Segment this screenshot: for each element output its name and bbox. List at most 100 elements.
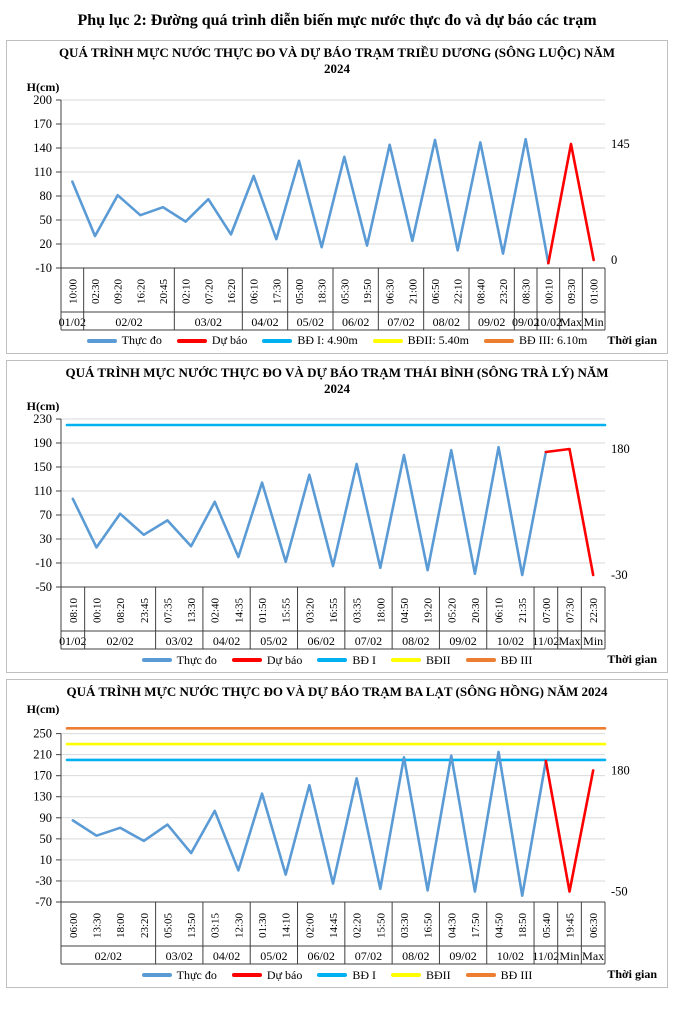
x-axis-time-label: 02:40 bbox=[210, 597, 222, 623]
y-axis-tick-label: 250 bbox=[33, 727, 52, 741]
chart-legend-ba-lat: Thực đo Dự báo BĐ I BĐII BĐ III Thời gian bbox=[7, 964, 667, 986]
x-axis-date-label: 03/02 bbox=[166, 949, 193, 963]
legend-item: BĐ I: 4.90m bbox=[262, 333, 358, 348]
legend-label: Thực đo bbox=[176, 652, 217, 667]
legend-item: BĐII: 5.40m bbox=[372, 333, 469, 348]
x-axis-time-label: 08:40 bbox=[475, 278, 487, 304]
y-axis-tick-label: 90 bbox=[40, 811, 53, 825]
chart-panel-thai-binh: QUÁ TRÌNH MỰC NƯỚC THỰC ĐO VÀ DỰ BÁO TRẠ… bbox=[6, 359, 668, 673]
y-axis-tick-label: 50 bbox=[40, 213, 53, 227]
time-axis-label: Thời gian bbox=[607, 652, 657, 666]
x-axis-time-label: 17:30 bbox=[271, 278, 283, 304]
x-axis-time-label: 15:55 bbox=[281, 597, 293, 623]
observed-series-line bbox=[71, 445, 548, 577]
x-axis-time-label: 16:55 bbox=[328, 597, 340, 623]
legend-label: Dự báo bbox=[266, 967, 303, 982]
x-axis-time-label: 21:00 bbox=[407, 278, 419, 304]
y-axis-title: H(cm) bbox=[27, 399, 60, 413]
x-axis-time-label: 05:40 bbox=[541, 913, 553, 939]
x-axis-time-label: 03:35 bbox=[352, 597, 364, 623]
time-axis-label: Thời gian bbox=[607, 332, 657, 347]
legend-line-swatch bbox=[317, 658, 348, 662]
x-axis-date-label: 09/02 bbox=[449, 634, 476, 648]
x-axis-date-label: 07/02 bbox=[355, 949, 382, 963]
x-axis-date-label: 04/02 bbox=[213, 634, 240, 648]
line-chart-svg: 230 190 150 110 70 30 -10 -50 H(cm) 08:10 01/02 00:… bbox=[27, 399, 630, 650]
x-axis-time-label: 03:15 bbox=[210, 913, 222, 939]
x-axis-time-label: 06:10 bbox=[494, 597, 506, 623]
x-axis-time-label: 08:30 bbox=[521, 278, 533, 304]
x-axis-time-label: 23:45 bbox=[139, 597, 151, 623]
x-axis-time-label: 03:30 bbox=[399, 913, 411, 939]
y-axis-tick-label: -70 bbox=[35, 895, 52, 909]
observed-series-line bbox=[71, 137, 550, 264]
chart-panel-ba-lat: QUÁ TRÌNH MỰC NƯỚC THỰC ĐO VÀ DỰ BÁO TRẠ… bbox=[6, 679, 668, 989]
legend-label: BĐ I bbox=[352, 967, 376, 982]
x-axis-date-label: 06/02 bbox=[308, 949, 335, 963]
y-axis-tick-label: 10 bbox=[40, 853, 53, 867]
x-axis-date-label: Max bbox=[559, 634, 581, 648]
x-axis-time-label: 23:20 bbox=[498, 278, 510, 304]
x-axis-time-label: 09:30 bbox=[566, 278, 578, 304]
x-axis-date-label: 04/02 bbox=[213, 949, 240, 963]
legend-line-swatch bbox=[391, 973, 421, 978]
legend-label: BĐ I: 4.90m bbox=[297, 333, 358, 347]
forecast-point-label: 0 bbox=[611, 253, 617, 267]
forecast-point-label: 180 bbox=[611, 764, 630, 778]
x-axis-time-label: 02:10 bbox=[181, 278, 193, 304]
x-axis-date-label: 10/02 bbox=[535, 315, 562, 329]
legend-items: Thực đo Dự báo BĐ I BĐII BĐ III bbox=[141, 652, 533, 668]
y-axis-tick-label: 130 bbox=[33, 790, 52, 804]
chart-plot-trieu-duong: 200 170 140 110 80 50 20 -10 H(cm) 10:00 01/02 02:3… bbox=[7, 78, 667, 332]
x-axis-date-label: Min bbox=[584, 315, 604, 329]
x-axis-time-label: 07:20 bbox=[203, 278, 215, 304]
x-axis-time-label: 08:10 bbox=[68, 597, 80, 623]
x-axis-date-label: 09/02 bbox=[478, 315, 505, 329]
x-axis-time-label: 19:20 bbox=[423, 597, 435, 623]
x-axis-date-label: 03/02 bbox=[195, 315, 222, 329]
y-axis-tick-label: 170 bbox=[33, 769, 52, 783]
x-axis-time-label: 09:20 bbox=[113, 278, 125, 304]
x-axis-date-label: 02/02 bbox=[106, 634, 133, 648]
legend-items: Thực đo Dự báo BĐ I: 4.90m BĐII: 5.40m BĐ II… bbox=[86, 333, 587, 348]
x-axis-date-label: 05/02 bbox=[260, 949, 287, 963]
legend-item: BĐ III: 6.10m bbox=[484, 333, 587, 348]
x-axis-date-label: 08/02 bbox=[402, 634, 429, 648]
x-axis-time-label: 02:00 bbox=[304, 913, 316, 939]
x-axis-time-label: 17:50 bbox=[470, 913, 482, 939]
forecast-series-line bbox=[544, 759, 595, 894]
legend-line-swatch bbox=[86, 338, 117, 343]
legend-label: BĐ I bbox=[352, 652, 376, 667]
legend-item: Thực đo bbox=[141, 652, 217, 668]
legend-item: Dự báo bbox=[231, 652, 303, 668]
document-page: Phụ lục 2: Đường quá trình diễn biến mực… bbox=[6, 12, 668, 989]
x-axis-time-label: 05:05 bbox=[162, 913, 174, 939]
x-axis-date-label: 10/02 bbox=[497, 949, 524, 963]
y-axis-tick-label: 20 bbox=[40, 237, 53, 251]
x-axis-date-label: 07/02 bbox=[387, 315, 414, 329]
x-axis-time-label: 04:50 bbox=[399, 597, 411, 623]
legend-item: BĐ III bbox=[465, 652, 533, 668]
forecast-point-label: 180 bbox=[611, 442, 630, 456]
x-axis-date-label: 04/02 bbox=[251, 315, 278, 329]
y-axis-tick-label: 70 bbox=[40, 508, 53, 522]
chart-legend-trieu-duong: Thực đo Dự báo BĐ I: 4.90m BĐII: 5.40m BĐ II… bbox=[7, 330, 667, 352]
legend-line-swatch bbox=[465, 658, 496, 662]
legend-label: BĐ III bbox=[500, 652, 533, 667]
y-axis-tick-label: -50 bbox=[35, 580, 52, 594]
y-axis-tick-label: -30 bbox=[35, 874, 52, 888]
legend-label: Dự báo bbox=[266, 652, 303, 667]
x-axis-time-label: 01:50 bbox=[257, 597, 269, 623]
x-axis-time-label: 02:30 bbox=[90, 278, 102, 304]
x-axis-date-label: 08/02 bbox=[402, 949, 429, 963]
x-axis-time-label: 14:10 bbox=[281, 913, 293, 939]
x-axis-date-label: 10/02 bbox=[497, 634, 524, 648]
x-axis-time-label: 13:30 bbox=[91, 913, 103, 939]
legend-label: Thực đo bbox=[121, 333, 162, 347]
x-axis-date-label: Min bbox=[560, 949, 580, 963]
x-axis-date-label: Max bbox=[582, 949, 604, 963]
y-axis-tick-label: 80 bbox=[40, 189, 53, 203]
x-axis-time-label: 00:10 bbox=[543, 278, 555, 304]
x-axis-time-label: 12:30 bbox=[233, 913, 245, 939]
y-axis-tick-label: 190 bbox=[33, 436, 52, 450]
